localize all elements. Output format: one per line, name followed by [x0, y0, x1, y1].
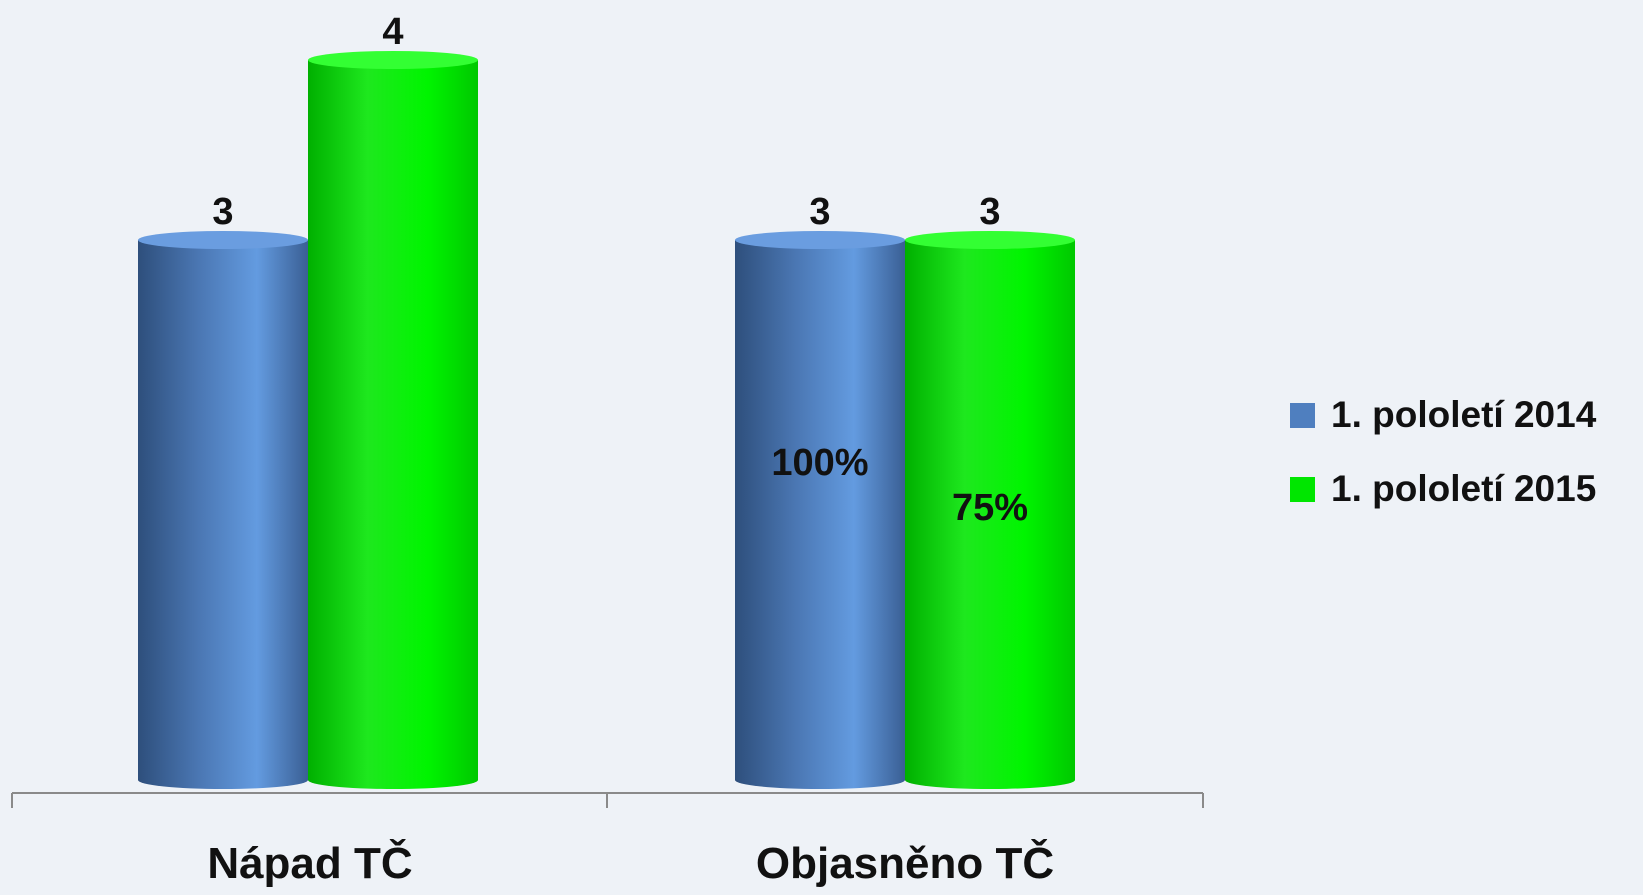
data-label-0-0: 3: [212, 191, 233, 233]
category-label-1: Objasněno TČ: [756, 837, 1054, 888]
data-label-0-1: 4: [382, 11, 403, 53]
inner-label-1-0: 100%: [771, 442, 868, 484]
bar-bottom: [905, 771, 1075, 789]
legend-label-2015: 1. pololetí 2015: [1331, 468, 1597, 509]
bar-top: [138, 231, 308, 249]
bar-1-1: [905, 231, 1075, 789]
data-label-1-0: 3: [809, 191, 830, 233]
bar-body: [735, 240, 905, 780]
bar-bottom: [308, 771, 478, 789]
bar-bottom: [138, 771, 308, 789]
bar-top: [905, 231, 1075, 249]
legend-swatch-2014: [1290, 402, 1315, 428]
inner-label-1-1: 75%: [952, 487, 1028, 529]
bar-top: [735, 231, 905, 249]
bar-body: [138, 240, 308, 780]
bar-body: [905, 240, 1075, 780]
bar-0-1: [308, 51, 478, 789]
category-label-0: Nápad TČ: [207, 837, 412, 888]
bar-body: [308, 60, 478, 780]
bar-top: [308, 51, 478, 69]
legend: 1. pololetí 2014 1. pololetí 2015: [1290, 394, 1597, 543]
x-axis: Nápad TČ Objasněno TČ: [11, 792, 1204, 888]
bar-bottom: [735, 771, 905, 789]
bar-1-0: [735, 231, 905, 789]
bar-0-0: [138, 231, 308, 789]
data-label-1-1: 3: [979, 191, 1000, 233]
legend-label-2014: 1. pololetí 2014: [1331, 394, 1597, 435]
legend-swatch-2015: [1290, 476, 1315, 502]
legend-item-2014: 1. pololetí 2014: [1290, 394, 1597, 435]
legend-item-2015: 1. pololetí 2015: [1290, 468, 1597, 509]
